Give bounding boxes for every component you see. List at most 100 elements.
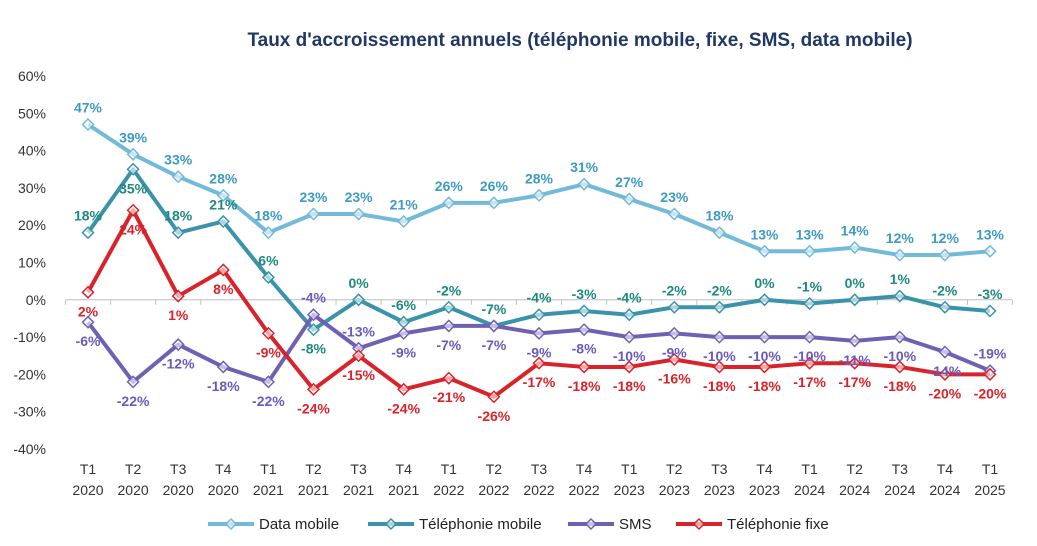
data-label-data-mobile: 12% bbox=[886, 230, 915, 246]
data-label-telephonie-mobile: -8% bbox=[301, 341, 326, 357]
data-point-telephonie-fixe bbox=[442, 371, 456, 385]
data-point-data-mobile bbox=[848, 241, 862, 255]
data-label-sms: -18% bbox=[207, 378, 240, 394]
data-point-telephonie-fixe bbox=[397, 382, 411, 396]
data-point-telephonie-fixe bbox=[171, 289, 185, 303]
data-label-sms: -7% bbox=[436, 337, 461, 353]
legend-marker bbox=[692, 517, 706, 531]
data-label-sms: -9% bbox=[391, 344, 416, 360]
data-point-data-mobile bbox=[667, 207, 681, 221]
x-tick-label: T3 bbox=[531, 461, 548, 477]
series-lines bbox=[81, 117, 997, 404]
data-label-telephonie-fixe: -26% bbox=[478, 408, 511, 424]
data-label-sms: -4% bbox=[301, 290, 326, 306]
data-label-telephonie-fixe: -15% bbox=[342, 367, 375, 383]
data-label-sms: -19% bbox=[974, 346, 1007, 362]
legend-item-telephonie-mobile: Téléphonie mobile bbox=[368, 516, 542, 533]
data-point-telephonie-mobile bbox=[532, 308, 546, 322]
data-label-telephonie-fixe: -18% bbox=[568, 378, 601, 394]
data-point-telephonie-fixe bbox=[622, 360, 636, 374]
x-tick-label: T3 bbox=[170, 461, 187, 477]
x-tick-label: T1 bbox=[621, 461, 638, 477]
data-point-sms bbox=[216, 360, 230, 374]
x-tick-label: T2 bbox=[305, 461, 322, 477]
data-point-telephonie-mobile bbox=[893, 289, 907, 303]
x-tick-label: 2024 bbox=[794, 482, 825, 498]
data-label-telephonie-mobile: -7% bbox=[481, 301, 506, 317]
x-tick-label: 2022 bbox=[478, 482, 509, 498]
data-label-telephonie-mobile: -4% bbox=[617, 290, 642, 306]
data-label-telephonie-fixe: 1% bbox=[168, 307, 189, 323]
data-point-telephonie-mobile bbox=[171, 226, 185, 240]
data-point-data-mobile bbox=[442, 196, 456, 210]
data-point-telephonie-fixe bbox=[848, 356, 862, 370]
data-point-telephonie-mobile bbox=[938, 300, 952, 314]
x-tick-label: T4 bbox=[576, 461, 593, 477]
x-tick-label: 2021 bbox=[388, 482, 419, 498]
data-label-telephonie-mobile: -2% bbox=[707, 282, 732, 298]
data-point-telephonie-fixe bbox=[126, 203, 140, 217]
data-point-telephonie-mobile bbox=[442, 300, 456, 314]
data-label-telephonie-fixe: -20% bbox=[974, 385, 1007, 401]
x-tick-label: T3 bbox=[711, 461, 728, 477]
x-tick-label: T1 bbox=[441, 461, 458, 477]
data-label-data-mobile: 12% bbox=[931, 230, 960, 246]
x-tick-label: 2022 bbox=[523, 482, 554, 498]
data-point-telephonie-mobile bbox=[81, 226, 95, 240]
data-label-telephonie-fixe: -9% bbox=[256, 344, 281, 360]
data-point-data-mobile bbox=[712, 226, 726, 240]
data-point-sms bbox=[757, 330, 772, 344]
data-point-telephonie-fixe bbox=[757, 360, 772, 374]
x-tick-label: 2023 bbox=[614, 482, 645, 498]
data-point-data-mobile bbox=[532, 188, 546, 202]
data-label-sms: -9% bbox=[527, 344, 552, 360]
data-point-data-mobile bbox=[216, 188, 230, 202]
x-tick-label: 2023 bbox=[659, 482, 690, 498]
x-tick-label: 2024 bbox=[884, 482, 915, 498]
data-label-telephonie-fixe: 2% bbox=[78, 303, 99, 319]
data-point-sms bbox=[306, 308, 321, 322]
x-tick-label: T4 bbox=[215, 461, 232, 477]
data-point-telephonie-mobile bbox=[712, 300, 726, 314]
data-point-sms bbox=[848, 334, 862, 348]
data-label-data-mobile: 39% bbox=[119, 129, 148, 145]
data-label-telephonie-fixe: -17% bbox=[793, 374, 826, 390]
data-label-sms: -9% bbox=[662, 344, 687, 360]
data-point-telephonie-mobile bbox=[803, 296, 817, 311]
x-tick-label: 2023 bbox=[749, 482, 780, 498]
data-label-sms: -10% bbox=[748, 348, 781, 364]
x-tick-label: T2 bbox=[486, 461, 503, 477]
x-tick-label: 2020 bbox=[163, 482, 194, 498]
y-tick-label: 0% bbox=[26, 292, 46, 308]
data-point-data-mobile bbox=[171, 170, 185, 184]
data-point-data-mobile bbox=[757, 244, 772, 258]
data-label-data-mobile: 26% bbox=[480, 178, 509, 194]
y-tick-label: -10% bbox=[13, 329, 46, 345]
data-label-telephonie-mobile: -2% bbox=[436, 282, 461, 298]
legend: Data mobile Téléphonie mobile SMS Téléphoni… bbox=[208, 516, 829, 533]
data-point-data-mobile bbox=[487, 196, 501, 210]
data-point-sms bbox=[532, 326, 546, 340]
data-label-data-mobile: 13% bbox=[796, 226, 825, 242]
data-point-telephonie-mobile bbox=[216, 214, 230, 229]
data-point-telephonie-mobile bbox=[126, 162, 140, 176]
data-point-sms bbox=[81, 315, 95, 329]
data-point-telephonie-fixe bbox=[352, 349, 366, 363]
data-point-data-mobile bbox=[352, 207, 366, 221]
data-label-sms: -13% bbox=[342, 323, 375, 339]
data-point-telephonie-fixe bbox=[306, 382, 321, 396]
legend-label: SMS bbox=[619, 516, 652, 533]
x-tick-label: 2020 bbox=[72, 482, 103, 498]
data-label-sms: -10% bbox=[703, 348, 736, 364]
data-label-data-mobile: 26% bbox=[435, 178, 464, 194]
y-tick-label: 30% bbox=[18, 180, 46, 196]
data-label-sms: -6% bbox=[76, 333, 101, 349]
data-label-telephonie-fixe: 8% bbox=[213, 281, 234, 297]
data-label-telephonie-mobile: -3% bbox=[572, 286, 597, 302]
data-label-data-mobile: 14% bbox=[841, 223, 870, 239]
data-point-data-mobile bbox=[126, 147, 140, 161]
data-label-telephonie-mobile: 18% bbox=[74, 208, 103, 224]
data-label-telephonie-mobile: -2% bbox=[932, 282, 957, 298]
data-label-data-mobile: 47% bbox=[74, 99, 103, 115]
